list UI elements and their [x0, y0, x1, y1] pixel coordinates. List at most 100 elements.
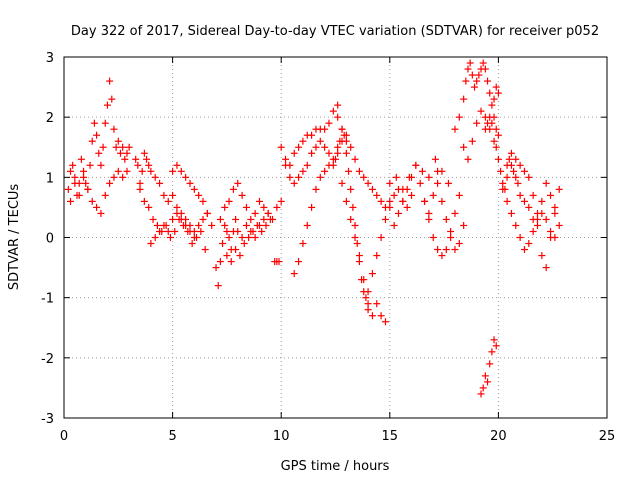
data-point: [123, 167, 131, 175]
data-point: [425, 215, 433, 223]
y-tick-label: 0: [46, 232, 54, 247]
data-point: [238, 191, 246, 199]
data-point: [460, 143, 468, 151]
data-point: [364, 288, 372, 296]
data-point: [160, 221, 168, 229]
data-point: [160, 191, 168, 199]
data-point: [80, 173, 88, 181]
y-tick-label: -3: [41, 412, 54, 427]
data-point: [551, 203, 559, 211]
data-point: [277, 197, 285, 205]
data-point: [110, 173, 118, 181]
data-point: [412, 161, 420, 169]
data-point: [67, 197, 75, 205]
data-point: [377, 312, 385, 320]
data-point: [538, 252, 546, 260]
data-point: [490, 113, 498, 121]
data-point: [242, 221, 250, 229]
data-point: [464, 155, 472, 163]
data-point: [236, 252, 244, 260]
data-point: [90, 119, 98, 127]
data-point: [145, 203, 153, 211]
data-point: [492, 143, 500, 151]
data-point: [468, 71, 476, 79]
data-point: [342, 149, 350, 157]
data-point: [381, 215, 389, 223]
data-point: [177, 167, 185, 175]
data-point: [386, 203, 394, 211]
data-point: [136, 179, 144, 187]
data-point: [325, 119, 333, 127]
data-point: [225, 234, 233, 241]
data-point: [77, 155, 85, 163]
data-point: [219, 240, 227, 248]
data-points: [64, 59, 563, 398]
data-point: [477, 107, 485, 115]
data-point: [164, 197, 172, 205]
data-point: [481, 372, 489, 380]
data-point: [368, 312, 376, 320]
data-point: [405, 173, 413, 181]
data-point: [186, 179, 194, 187]
data-point: [481, 65, 489, 73]
data-point: [499, 185, 507, 193]
data-point: [340, 131, 348, 139]
data-point: [434, 246, 442, 254]
data-point: [351, 155, 359, 163]
data-point: [492, 125, 500, 133]
data-point: [355, 252, 363, 260]
data-point: [195, 221, 203, 229]
data-point: [418, 167, 426, 175]
data-point: [442, 215, 450, 223]
data-point: [390, 221, 398, 229]
data-point: [145, 161, 153, 169]
data-point: [186, 227, 194, 235]
data-point: [253, 221, 261, 229]
data-point: [266, 215, 274, 223]
data-point: [392, 173, 400, 181]
y-tick-label: 3: [46, 51, 54, 66]
data-point: [195, 191, 203, 199]
data-point: [551, 209, 559, 217]
data-point: [173, 161, 181, 169]
data-point: [182, 221, 190, 229]
data-point: [203, 209, 211, 217]
data-point: [258, 227, 266, 235]
data-point: [460, 95, 468, 103]
data-point: [466, 59, 474, 67]
data-point: [97, 209, 105, 217]
data-point: [221, 203, 229, 211]
data-point: [275, 258, 283, 266]
chart-title: Day 322 of 2017, Sidereal Day-to-day VTE…: [71, 24, 599, 39]
data-point: [399, 197, 407, 205]
data-point: [438, 167, 446, 175]
data-point: [245, 234, 253, 241]
data-point: [394, 209, 402, 217]
data-point: [110, 125, 118, 133]
data-point: [473, 77, 481, 85]
data-point: [355, 258, 363, 266]
data-point: [442, 246, 450, 254]
data-point: [377, 234, 385, 241]
data-point: [381, 318, 389, 326]
y-tick-label: 1: [46, 171, 54, 186]
data-point: [295, 173, 303, 181]
data-point: [492, 342, 500, 350]
data-point: [316, 137, 324, 145]
data-point: [136, 185, 144, 193]
data-point: [101, 191, 109, 199]
data-point: [488, 119, 496, 127]
data-point: [373, 252, 381, 260]
data-point: [114, 167, 122, 175]
data-point: [153, 221, 161, 229]
data-point: [533, 221, 541, 229]
data-point: [334, 149, 342, 157]
data-point: [86, 161, 94, 169]
data-point: [438, 252, 446, 260]
data-point: [499, 179, 507, 187]
x-tick-label: 20: [490, 429, 507, 444]
data-point: [199, 215, 207, 223]
data-point: [438, 197, 446, 205]
x-tick-label: 10: [273, 429, 290, 444]
